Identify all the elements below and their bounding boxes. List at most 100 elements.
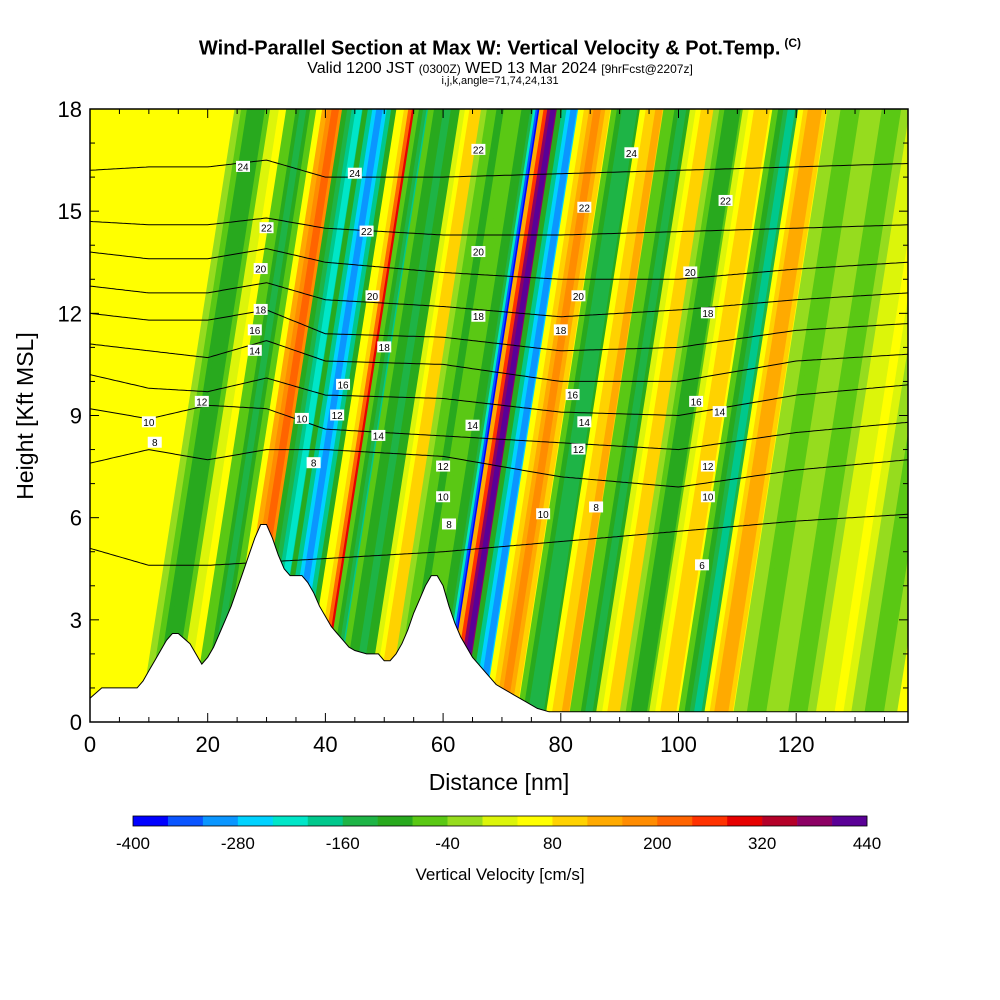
contour-label-bg [253,263,268,275]
contour-label: 12 [438,462,450,473]
contour-label-bg [253,303,268,315]
contour-label: 20 [255,265,267,276]
x-tick-label: 60 [431,732,455,757]
colorbar-swatch [133,816,169,826]
contour-label-bg [306,457,321,469]
contour-label-bg [247,344,262,356]
contour-label: 16 [249,326,261,337]
theta-contour [90,513,908,566]
colorbar-swatch [797,816,833,826]
velocity-band [827,205,908,722]
theta-contour [90,282,908,318]
contour-label: 18 [555,326,567,337]
chart-title-text: Wind-Parallel Section at Max W: Vertical… [198,37,781,60]
y-tick-label: 6 [70,506,82,531]
contour-label: 20 [473,248,485,259]
velocity-band [455,109,556,722]
velocity-band [560,109,663,722]
contour-label: 18 [473,312,485,323]
colorbar-tick-label: -40 [435,834,460,853]
contour-label-bg [236,160,251,172]
contour-label-bg [700,491,715,503]
y-axis-label: Height [Kft MSL] [12,332,38,499]
y-axis: 0 3 6 9 12 15 18 [58,97,908,735]
colorbar-swatch [587,816,623,826]
velocity-band [814,120,908,722]
contour-label-bg [377,341,392,353]
colorbar-swatch [377,816,413,826]
velocity-band [833,239,908,722]
velocity-band [692,109,796,722]
contour-label: 20 [573,292,585,303]
velocity-band [475,109,577,722]
contour-label-bg [194,395,209,407]
contour-label-bg [712,406,727,418]
y-tick-label: 0 [70,710,82,735]
contour-label-bg [471,310,486,322]
colorbar-swatch [167,816,204,826]
velocity-band [863,432,908,722]
colorbar-tick-label: 440 [853,834,881,853]
contour-labels: 24 24 24 22 22 22 22 22 20 20 20 20 20 18 18 18 18 18 16 16… [141,143,733,572]
contour-label-bg [577,416,592,428]
velocity-band [868,466,908,722]
x-tick-label: 120 [778,732,815,757]
contour-label-bg [436,460,451,472]
contour-label: 14 [467,421,479,432]
contour-label-bg [471,246,486,258]
theta-contour [90,374,908,417]
y-tick-label: 12 [58,301,82,326]
theta-contour [90,248,908,280]
contour-label-bg [695,559,710,571]
valid-time: Valid 1200 JST [307,60,415,77]
colorbar-swatch [727,816,763,826]
contour-label: 24 [626,149,638,160]
colorbar-swatch [412,816,448,826]
colorbar-swatch [482,816,518,826]
contour-label-bg [465,419,480,431]
velocity-band [204,109,307,722]
contour-label-bg [441,518,456,530]
contour-label-bg [553,324,568,336]
contour-label: 12 [573,445,585,456]
contour-label: 6 [699,561,705,572]
x-tick-label: 100 [660,732,697,757]
contour-label: 24 [237,162,249,173]
contour-label: 22 [579,203,591,214]
contour-label-bg [247,324,262,336]
contour-label-bg [565,389,580,401]
contour-label-bg [577,201,592,213]
contour-label-bg [683,266,698,278]
contour-label-bg [700,460,715,472]
colorbar-swatch [657,816,693,826]
colorbar-swatch [552,816,588,826]
colorbar-tick-label: 200 [643,834,671,853]
contour-label: 14 [714,408,726,419]
velocity-band [821,165,908,722]
velocity-band [791,109,896,722]
contour-label-bg [689,395,704,407]
contour-label: 8 [152,438,158,449]
contour-label-bg [371,429,386,441]
contour-label: 18 [702,309,714,320]
contour-label: 20 [685,268,697,279]
forecast-info: [9hrFcst@2207z] [601,62,693,76]
colorbar-frame [132,815,868,827]
contour-label: 8 [593,503,599,514]
contour-label-bg [147,436,162,448]
contour-label: 14 [249,346,261,357]
contour-label: 12 [332,411,344,422]
velocity-band [348,109,451,722]
theta-contour [90,449,908,488]
colorbar-tick-label: -280 [221,834,255,853]
colorbar-tick-label: 80 [543,834,562,853]
colorbar-swatch [202,816,239,826]
colorbar-swatch [832,816,868,826]
theta-contour [90,309,908,352]
velocity-band [378,109,480,722]
contour-label-bg [700,307,715,319]
x-axis: 0 20 40 60 80 100 120 [84,109,885,757]
contour-label: 14 [579,418,591,429]
